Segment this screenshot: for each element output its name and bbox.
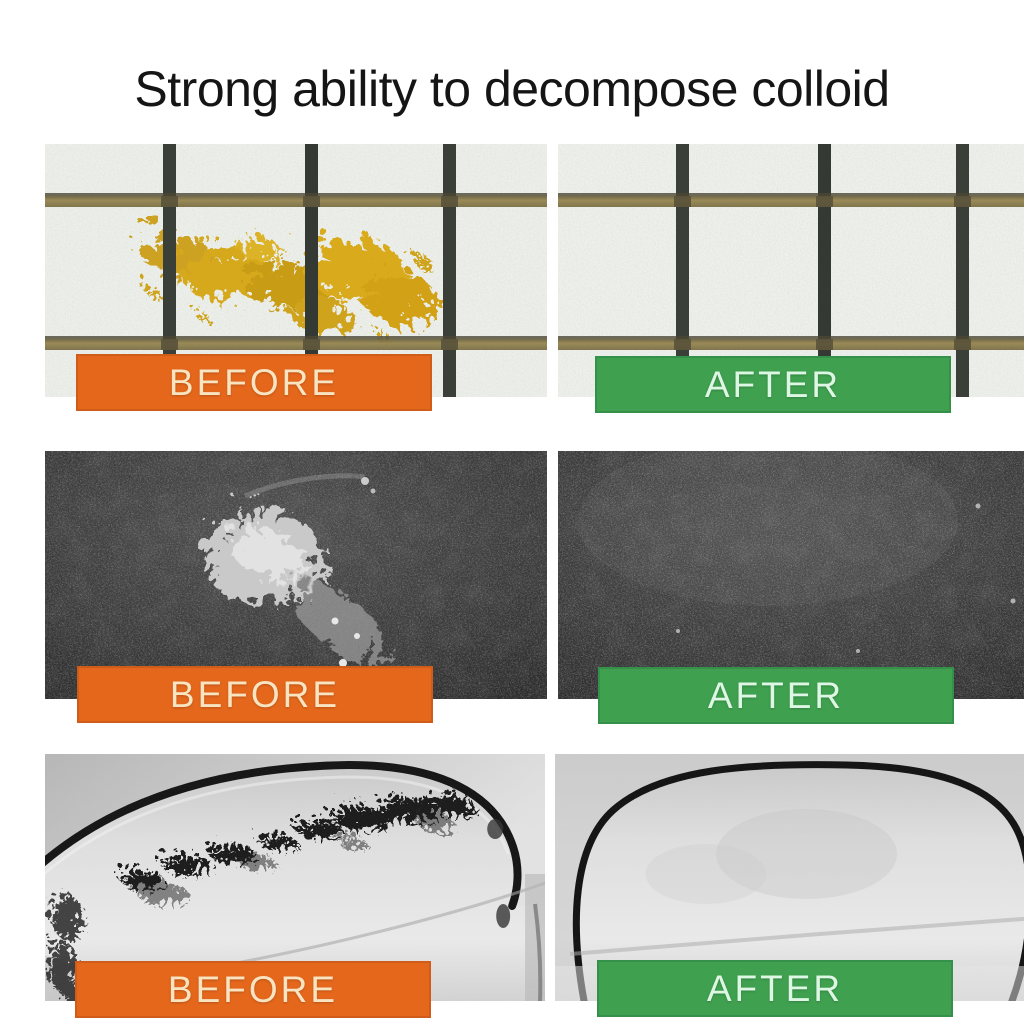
car-handle-before-scene — [45, 754, 545, 1001]
white-glue-stain — [196, 473, 377, 682]
tile-wall-after-scene — [558, 144, 1024, 397]
after-badge: AFTER — [598, 667, 954, 724]
before-badge: BEFORE — [75, 961, 431, 1018]
before-badge: BEFORE — [77, 666, 433, 723]
asphalt-before-photo — [45, 451, 547, 699]
asphalt-after-scene — [558, 451, 1024, 699]
tile-grout — [558, 144, 1024, 397]
after-badge: AFTER — [597, 960, 953, 1017]
asphalt-after-photo — [558, 451, 1024, 699]
car-handle-after-scene — [555, 754, 1024, 1001]
asphalt-specks — [676, 503, 1016, 653]
yellow-colloid-stain — [131, 224, 425, 320]
car-handle-after-photo — [555, 754, 1024, 1001]
asphalt-before-scene — [45, 451, 547, 699]
page-title: Strong ability to decompose colloid — [134, 60, 890, 117]
tile-wall-after-photo — [558, 144, 1024, 397]
car-handle-before-photo — [45, 754, 545, 1001]
stain-splatter-dots — [139, 247, 422, 335]
after-badge: AFTER — [595, 356, 951, 413]
tile-grout — [45, 144, 547, 397]
before-badge: BEFORE — [76, 354, 432, 411]
